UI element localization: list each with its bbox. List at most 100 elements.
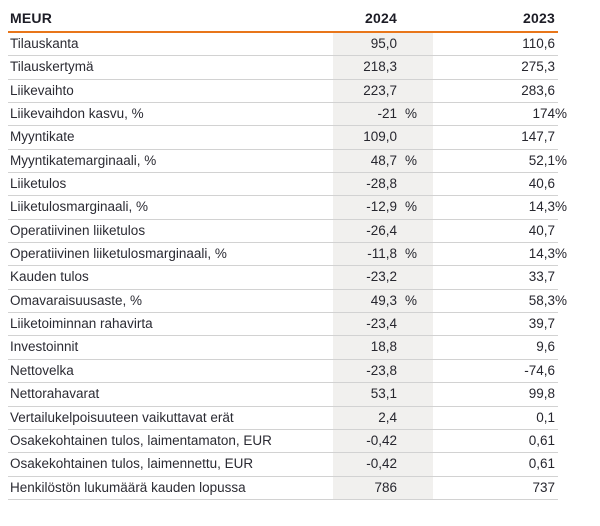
percent-suffix: %	[555, 292, 568, 308]
row-label: Nettovelka	[10, 362, 74, 378]
percent-suffix	[555, 80, 567, 102]
value-2023: 99,8	[417, 383, 567, 405]
table-row: Osakekohtainen tulos, laimentamaton, EUR…	[8, 430, 558, 454]
table-row: Investoinnit 18,8 9,6	[8, 336, 558, 360]
value-2023: 40,7	[417, 220, 567, 242]
value-2024: 18,8	[248, 336, 417, 358]
value-2024: 49,3%	[248, 290, 417, 312]
row-label: Omavaraisuusaste, %	[10, 292, 143, 308]
value-2023: 275,3	[417, 56, 567, 78]
value-2024: 2,4	[248, 407, 417, 429]
value-2024: -28,8	[248, 173, 417, 195]
value-2024: 53,1	[248, 383, 417, 405]
table-row: Liiketoiminnan rahavirta -23,4 39,7	[8, 313, 558, 337]
table-row: Henkilöstön lukumäärä kauden lopussa 786…	[8, 477, 558, 500]
row-label: Myyntikatemarginaali, %	[10, 152, 157, 168]
value-2024: -23,2	[248, 266, 417, 288]
table-row: Nettovelka -23,8 -74,6	[8, 360, 558, 384]
row-label: Investoinnit	[10, 339, 79, 355]
value-2023: -74,6	[417, 360, 567, 382]
value-2024: 223,7	[248, 80, 417, 102]
table-row: Tilauskertymä 218,3 275,3	[8, 56, 558, 80]
value-2023: 14,3%	[417, 196, 567, 218]
percent-suffix	[555, 360, 567, 382]
row-label: Liikevaihdon kasvu, %	[10, 106, 144, 122]
row-label: Liikevaihto	[10, 82, 74, 98]
table-row: Osakekohtainen tulos, laimennettu, EUR -…	[8, 453, 558, 477]
value-2024: 95,0	[248, 33, 417, 55]
percent-suffix	[555, 453, 567, 475]
table-row: Liikevaihdon kasvu, % -21% 174%	[8, 103, 567, 127]
row-label: Liiketulosmarginaali, %	[10, 199, 149, 215]
value-2024: -21%	[248, 103, 417, 125]
percent-suffix: %	[404, 199, 417, 215]
value-2024: -12,9%	[248, 196, 417, 218]
value-2023: 9,6	[417, 336, 567, 358]
table-row: Tilauskanta 95,0 110,6	[8, 33, 558, 57]
percent-suffix	[555, 383, 567, 405]
table-row: Omavaraisuusaste, % 49,3% 58,3%	[8, 290, 567, 314]
value-2023: 283,6	[417, 80, 567, 102]
row-label: Operatiivinen liiketulos	[10, 222, 146, 238]
row-label: Liiketulos	[10, 176, 67, 192]
percent-suffix	[555, 56, 567, 78]
percent-suffix	[555, 430, 567, 452]
value-2023: 52,1%	[417, 150, 567, 172]
percent-suffix	[397, 336, 417, 358]
row-label: Tilauskanta	[10, 36, 79, 51]
key-figures-table: MEUR 2024 2023 Tilauskanta 95,0 110,6 Ti…	[8, 6, 567, 500]
value-2024: -11,8%	[248, 243, 417, 265]
value-2023: 33,7	[417, 266, 567, 288]
column-2024-highlight-band	[333, 33, 433, 500]
percent-suffix	[397, 313, 417, 335]
value-2024: -23,8	[248, 360, 417, 382]
percent-suffix	[555, 477, 567, 499]
row-label: Osakekohtainen tulos, laimentamaton, EUR	[10, 432, 272, 448]
row-label: Henkilöstön lukumäärä kauden lopussa	[10, 479, 246, 495]
percent-suffix	[397, 56, 417, 78]
percent-suffix: %	[404, 152, 417, 168]
value-2024: -0,42	[248, 453, 417, 475]
value-2023: 737	[417, 477, 567, 499]
row-label: Myyntikate	[10, 129, 75, 145]
value-2024: -0,42	[248, 430, 417, 452]
value-2023: 147,7	[417, 126, 567, 148]
percent-suffix	[397, 453, 417, 475]
value-2023: 110,6	[417, 33, 567, 55]
table-row: Operatiivinen liiketulosmarginaali, % -1…	[8, 243, 567, 267]
percent-suffix	[397, 220, 417, 242]
row-label: Kauden tulos	[10, 269, 89, 285]
percent-suffix	[555, 266, 567, 288]
percent-suffix: %	[555, 152, 568, 168]
value-2024: 218,3	[248, 56, 417, 78]
row-label: Liiketoiminnan rahavirta	[10, 316, 153, 332]
row-label: Operatiivinen liiketulosmarginaali, %	[10, 246, 227, 262]
percent-suffix: %	[404, 106, 417, 122]
percent-suffix	[397, 173, 417, 195]
table-row: Liiketulos -28,8 40,6	[8, 173, 558, 197]
row-label: Nettorahavarat	[10, 386, 100, 402]
header-2024: 2024	[365, 10, 397, 26]
percent-suffix	[397, 477, 417, 499]
percent-suffix	[397, 430, 417, 452]
percent-suffix	[555, 220, 567, 242]
percent-suffix	[397, 266, 417, 288]
percent-suffix	[555, 126, 567, 148]
percent-suffix	[397, 80, 417, 102]
row-label: Osakekohtainen tulos, laimennettu, EUR	[10, 456, 254, 472]
percent-suffix	[555, 407, 567, 429]
value-2023: 0,61	[417, 430, 567, 452]
percent-suffix	[555, 173, 567, 195]
table-row: Liikevaihto 223,7 283,6	[8, 80, 558, 104]
row-label: Tilauskertymä	[10, 59, 94, 75]
value-2023: 0,61	[417, 453, 567, 475]
value-2023: 40,6	[417, 173, 567, 195]
table-body: Tilauskanta 95,0 110,6 Tilauskertymä 218…	[8, 33, 567, 500]
table-row: Kauden tulos -23,2 33,7	[8, 266, 558, 290]
percent-suffix	[397, 126, 417, 148]
value-2023: 14,3%	[417, 243, 567, 265]
row-label: Vertailukelpoisuuteen vaikuttavat erät	[10, 409, 234, 425]
header-meur: MEUR	[10, 10, 53, 26]
percent-suffix: %	[555, 246, 568, 262]
value-2024: -26,4	[248, 220, 417, 242]
